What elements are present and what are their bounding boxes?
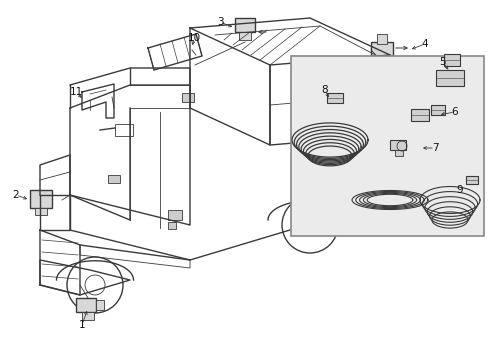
Bar <box>430 105 444 115</box>
Bar <box>239 32 250 40</box>
Bar <box>115 124 133 136</box>
Text: 4: 4 <box>421 39 427 49</box>
Bar <box>410 109 428 121</box>
Bar <box>168 222 176 229</box>
Text: 1: 1 <box>79 320 85 330</box>
Text: 7: 7 <box>431 143 437 153</box>
Bar <box>235 18 254 32</box>
Bar <box>389 140 405 150</box>
Bar <box>326 93 342 103</box>
Bar <box>168 210 182 220</box>
Bar <box>435 70 463 86</box>
Text: 2: 2 <box>13 190 19 200</box>
Text: 10: 10 <box>187 33 200 43</box>
Text: 8: 8 <box>321 85 327 95</box>
Text: 9: 9 <box>456 185 462 195</box>
Bar <box>394 150 402 156</box>
Bar <box>76 298 96 312</box>
Text: 6: 6 <box>451 107 457 117</box>
Bar <box>82 312 94 320</box>
Bar <box>443 54 459 66</box>
Bar <box>35 208 47 215</box>
Text: 3: 3 <box>216 17 223 27</box>
Bar <box>96 300 104 310</box>
Bar <box>108 175 120 183</box>
Bar <box>30 190 52 208</box>
Text: 11: 11 <box>69 87 82 97</box>
Bar <box>376 34 386 44</box>
Bar <box>182 93 194 102</box>
Text: 5: 5 <box>439 57 446 67</box>
Bar <box>290 56 483 236</box>
Bar <box>370 42 392 56</box>
Bar <box>465 176 477 184</box>
